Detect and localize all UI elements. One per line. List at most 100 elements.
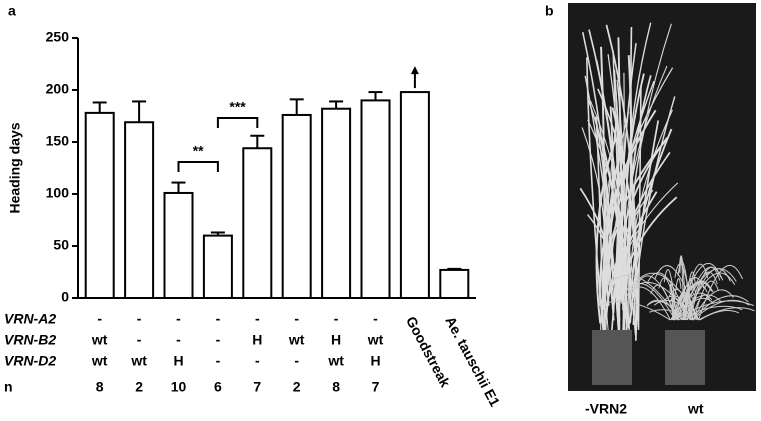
plant-leaf [677, 263, 722, 321]
row-label: VRN-A2 [4, 311, 56, 327]
y-tick-label: 150 [46, 133, 70, 149]
y-tick-label: 0 [61, 289, 69, 305]
y-axis-label: Heading days [7, 122, 23, 213]
plant-stem [613, 182, 679, 314]
table-cell: 8 [332, 379, 340, 395]
table-cell: wt [91, 353, 108, 369]
table-cell: H [252, 332, 262, 348]
plant-stem [623, 22, 652, 336]
plant-leaf [680, 294, 697, 321]
bar [242, 147, 273, 299]
error-bar [92, 101, 107, 113]
bar [163, 191, 194, 300]
bar [281, 113, 312, 299]
plant-leaf [686, 268, 731, 321]
table-cell: wt [367, 332, 384, 348]
plant-stem [616, 79, 627, 294]
table-cell: H [370, 353, 380, 369]
plant-stem [599, 111, 630, 350]
table-cell: 8 [96, 379, 104, 395]
panel-label: a [8, 3, 16, 19]
bar [360, 99, 391, 300]
plant-stem [601, 137, 624, 311]
table-cell: - [97, 311, 102, 327]
arrow-head [410, 66, 419, 75]
plant-leaf [606, 274, 680, 321]
table-cell: 6 [214, 379, 222, 395]
photo-label: -VRN2 [585, 401, 627, 417]
plant-leaf [669, 295, 691, 321]
bar [84, 111, 115, 299]
row-label: n [4, 379, 13, 395]
table-cell: 2 [293, 379, 301, 395]
error-bar [171, 181, 186, 193]
y-tick-label: 100 [46, 185, 70, 201]
table-cell: 7 [372, 379, 380, 395]
plant-stem [604, 189, 654, 349]
table-cell: - [137, 332, 142, 348]
plant-leaf [699, 310, 740, 321]
table-cell: H [173, 353, 183, 369]
panel-label: b [545, 3, 554, 19]
y-tick-label: 250 [46, 29, 70, 45]
plant-stem [617, 196, 678, 326]
plant-stem [627, 75, 652, 315]
significance-bracket [177, 161, 219, 172]
table-cell: wt [130, 353, 147, 369]
plant-photo [579, 22, 755, 385]
table-cell: - [216, 311, 221, 327]
plant-leaf [676, 297, 715, 321]
error-bar [329, 100, 344, 109]
table-cell: 7 [253, 379, 261, 395]
pot [592, 330, 632, 385]
plant-leaf [692, 289, 734, 321]
table-cell: - [216, 332, 221, 348]
significance-label: ** [193, 143, 204, 159]
plant-stem [613, 69, 637, 336]
bar [202, 234, 233, 300]
plant-leaf [677, 261, 692, 321]
y-tick-label: 50 [53, 237, 69, 253]
plant-leaf [674, 280, 713, 321]
row-label: VRN-D2 [4, 353, 56, 369]
error-bar [250, 134, 265, 149]
plant-stem [579, 187, 610, 291]
error-bar [132, 100, 147, 123]
plant-stem [602, 106, 614, 310]
table-cell: - [334, 311, 339, 327]
table-cell: wt [91, 332, 108, 348]
plant-leaf [691, 295, 749, 321]
table-cell: wt [327, 353, 344, 369]
bar [399, 91, 430, 299]
x-tick-label: Ae. tauschii E1 [442, 314, 503, 410]
y-tick-label: 200 [46, 81, 70, 97]
row-label: VRN-B2 [4, 332, 56, 348]
significance-label: *** [229, 99, 246, 115]
error-bar [210, 231, 225, 236]
photo-label: wt [687, 401, 704, 417]
table-cell: - [176, 311, 181, 327]
table-cell: - [216, 353, 221, 369]
error-bar [447, 267, 462, 270]
table-cell: wt [288, 332, 305, 348]
table-cell: - [176, 332, 181, 348]
bar [321, 107, 352, 299]
table-cell: 2 [135, 379, 143, 395]
plant-leaf [673, 285, 694, 321]
table-cell: - [255, 353, 260, 369]
plant-leaf [597, 300, 671, 321]
significance-bracket [216, 117, 259, 128]
plant-stem [586, 57, 605, 332]
bar [439, 268, 470, 300]
error-bar [289, 98, 304, 115]
plant-leaf [698, 265, 743, 321]
plant-leaf [626, 286, 671, 321]
plant-stem [629, 120, 660, 324]
table-cell: - [137, 311, 142, 327]
table-cell: - [255, 311, 260, 327]
bar [124, 121, 155, 299]
table-cell: - [373, 311, 378, 327]
table-cell: H [331, 332, 341, 348]
table-cell: - [294, 353, 299, 369]
